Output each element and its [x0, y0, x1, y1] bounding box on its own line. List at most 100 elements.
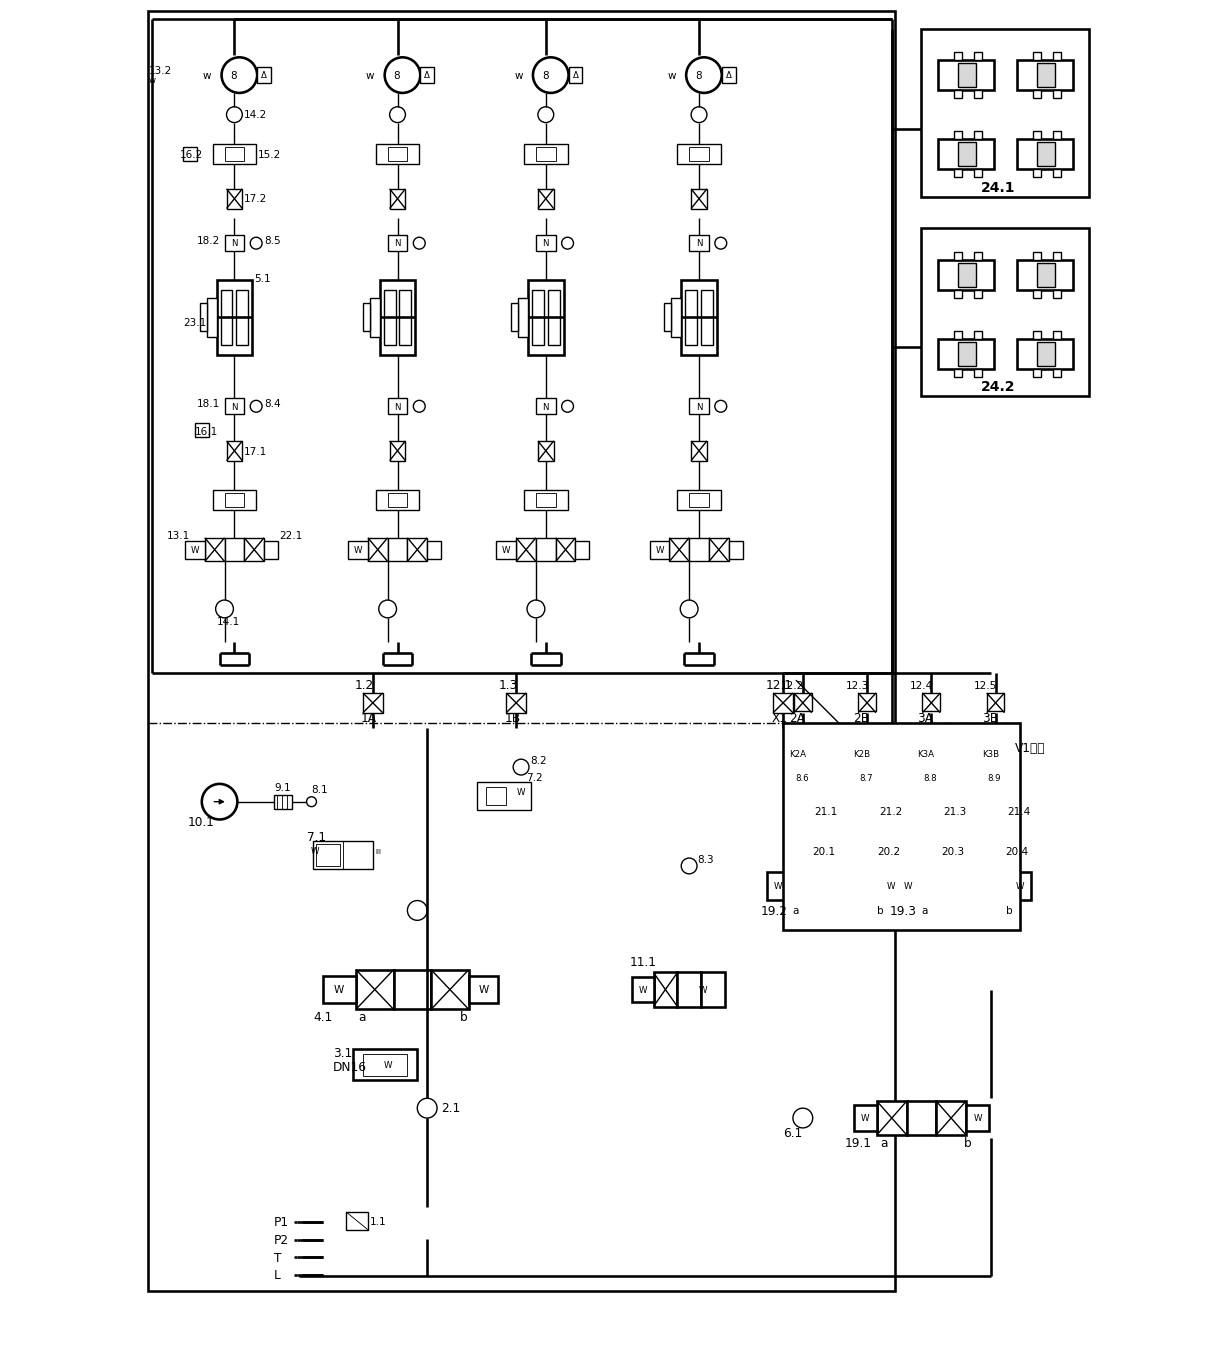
- Bar: [353, 1048, 417, 1081]
- Text: 20.2: 20.2: [877, 846, 900, 857]
- Text: T: T: [274, 1251, 282, 1264]
- Text: 14.2: 14.2: [245, 110, 268, 121]
- Text: 12.3: 12.3: [845, 680, 868, 690]
- Text: 7.2: 7.2: [526, 773, 542, 782]
- Bar: [524, 490, 567, 511]
- Bar: [536, 399, 556, 414]
- Text: 17.1: 17.1: [245, 447, 268, 456]
- Bar: [213, 145, 256, 164]
- Bar: [517, 538, 536, 562]
- Bar: [225, 148, 245, 162]
- Circle shape: [562, 401, 573, 413]
- Text: W: W: [310, 847, 319, 856]
- Bar: [1053, 291, 1060, 299]
- Bar: [635, 30, 764, 386]
- Bar: [333, 395, 461, 781]
- Bar: [974, 369, 982, 378]
- Text: W: W: [973, 1114, 982, 1123]
- Text: 18.1: 18.1: [197, 399, 220, 409]
- Bar: [387, 236, 407, 251]
- Circle shape: [793, 1108, 813, 1128]
- Bar: [355, 970, 394, 1009]
- Text: N: N: [395, 239, 401, 249]
- Bar: [257, 68, 271, 84]
- Text: 13.2: 13.2: [149, 67, 172, 76]
- Text: W: W: [774, 881, 782, 891]
- Text: P2: P2: [274, 1233, 289, 1247]
- Bar: [728, 542, 743, 559]
- Bar: [370, 299, 380, 338]
- Text: 1A: 1A: [360, 712, 376, 725]
- Circle shape: [413, 401, 426, 413]
- Text: N: N: [696, 402, 702, 411]
- Bar: [400, 291, 411, 345]
- Text: 1B: 1B: [504, 712, 520, 725]
- Bar: [363, 304, 370, 331]
- Bar: [528, 280, 563, 356]
- Bar: [153, 19, 892, 799]
- Text: 12.1: 12.1: [765, 679, 792, 693]
- Text: 21.1: 21.1: [814, 807, 838, 818]
- Text: L: L: [274, 1268, 280, 1282]
- Bar: [849, 869, 879, 903]
- Bar: [954, 91, 962, 99]
- Circle shape: [417, 1099, 437, 1118]
- Bar: [691, 441, 707, 462]
- Bar: [387, 399, 407, 414]
- Bar: [556, 538, 576, 562]
- Bar: [793, 694, 812, 712]
- Text: 11.1: 11.1: [630, 956, 657, 968]
- Bar: [421, 68, 434, 84]
- Bar: [921, 30, 1090, 197]
- Text: W: W: [384, 1061, 392, 1069]
- Bar: [274, 794, 292, 809]
- Bar: [958, 64, 975, 88]
- Text: 12.4: 12.4: [909, 680, 932, 690]
- Text: 2B: 2B: [854, 712, 870, 725]
- Text: W: W: [861, 1114, 870, 1123]
- Text: a: a: [792, 906, 798, 915]
- Circle shape: [562, 238, 573, 250]
- Bar: [368, 538, 387, 562]
- Bar: [507, 694, 526, 713]
- Bar: [497, 542, 517, 559]
- Bar: [194, 424, 209, 437]
- Circle shape: [513, 759, 529, 775]
- Bar: [966, 1105, 989, 1131]
- Bar: [346, 1213, 368, 1230]
- Text: b: b: [877, 906, 883, 915]
- Bar: [701, 291, 713, 345]
- Text: N: N: [231, 402, 237, 411]
- Bar: [954, 291, 962, 299]
- Text: 8.2: 8.2: [530, 755, 546, 766]
- Text: Δ: Δ: [424, 72, 430, 80]
- Bar: [538, 441, 554, 462]
- Circle shape: [925, 760, 938, 774]
- Text: b: b: [1006, 906, 1014, 915]
- Text: N: N: [696, 239, 702, 249]
- Text: V1阀组: V1阀组: [1015, 741, 1046, 754]
- Bar: [681, 280, 717, 356]
- Text: DN16: DN16: [332, 1061, 367, 1073]
- Bar: [877, 1101, 907, 1135]
- Circle shape: [215, 600, 234, 618]
- Text: w: w: [149, 76, 155, 86]
- Bar: [236, 291, 248, 345]
- Bar: [954, 331, 962, 340]
- Text: a: a: [358, 1010, 365, 1024]
- Bar: [922, 694, 940, 712]
- Text: W: W: [478, 985, 488, 994]
- Bar: [524, 145, 567, 164]
- Bar: [678, 490, 721, 511]
- Bar: [1037, 342, 1055, 367]
- Text: 20.1: 20.1: [813, 846, 836, 857]
- Bar: [921, 230, 1090, 397]
- Text: 14.1: 14.1: [216, 617, 240, 626]
- Text: 8.3: 8.3: [697, 854, 713, 864]
- Text: 8.7: 8.7: [860, 774, 873, 782]
- Text: 18.2: 18.2: [197, 236, 220, 246]
- Bar: [879, 872, 902, 900]
- Bar: [1033, 331, 1041, 340]
- Text: Δ: Δ: [572, 72, 578, 80]
- Bar: [226, 190, 242, 209]
